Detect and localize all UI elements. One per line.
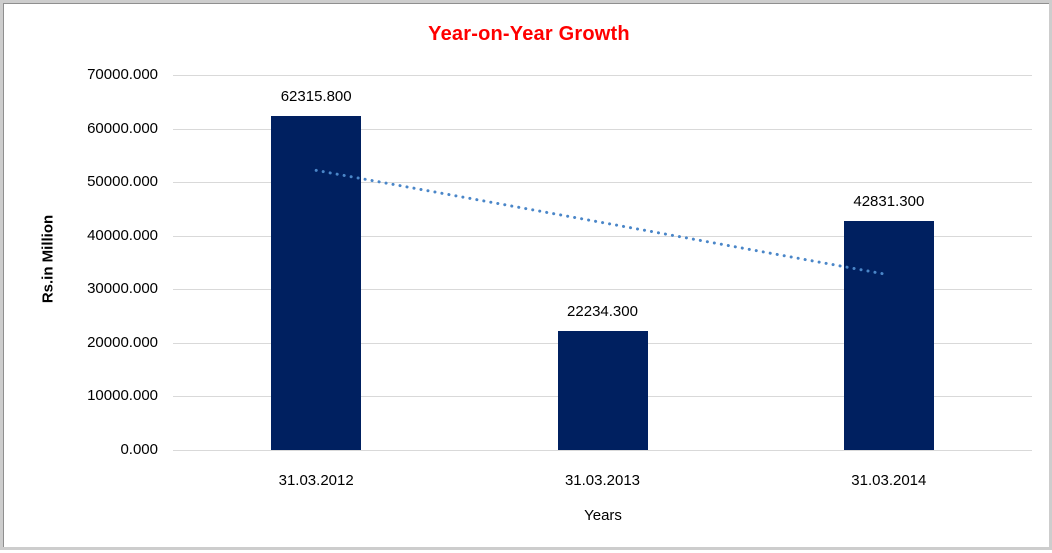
y-tick-label: 30000.000 (87, 280, 158, 298)
gridline (173, 128, 1032, 130)
y-tick-label: 20000.000 (87, 333, 158, 351)
x-tick-label: 31.03.2014 (851, 472, 927, 489)
gridline (173, 289, 1032, 291)
bar-value-label: 42831.300 (853, 192, 925, 210)
bar (843, 220, 934, 450)
gridline (173, 450, 1032, 451)
y-tick-label: 50000.000 (87, 173, 158, 191)
y-tick-label: 60000.000 (87, 119, 158, 137)
x-tick-label: 31.03.2013 (564, 472, 641, 489)
bar-value-label: 62315.800 (280, 88, 352, 106)
y-tick-label: 70000.000 (87, 66, 158, 83)
bar-value-label: 22234.300 (567, 302, 638, 320)
y-tick-label: 0.000 (120, 441, 158, 458)
y-tick-label: 40000.000 (87, 226, 158, 244)
chart-title: Year-on-Year Growth (428, 23, 630, 45)
x-axis-title: Years (584, 507, 622, 524)
x-tick-label: 31.03.2012 (278, 472, 354, 489)
bar (557, 330, 648, 450)
y-tick-label: 10000.000 (87, 387, 158, 405)
bar (271, 116, 362, 450)
trendline (314, 168, 891, 277)
gridline (173, 75, 1032, 76)
